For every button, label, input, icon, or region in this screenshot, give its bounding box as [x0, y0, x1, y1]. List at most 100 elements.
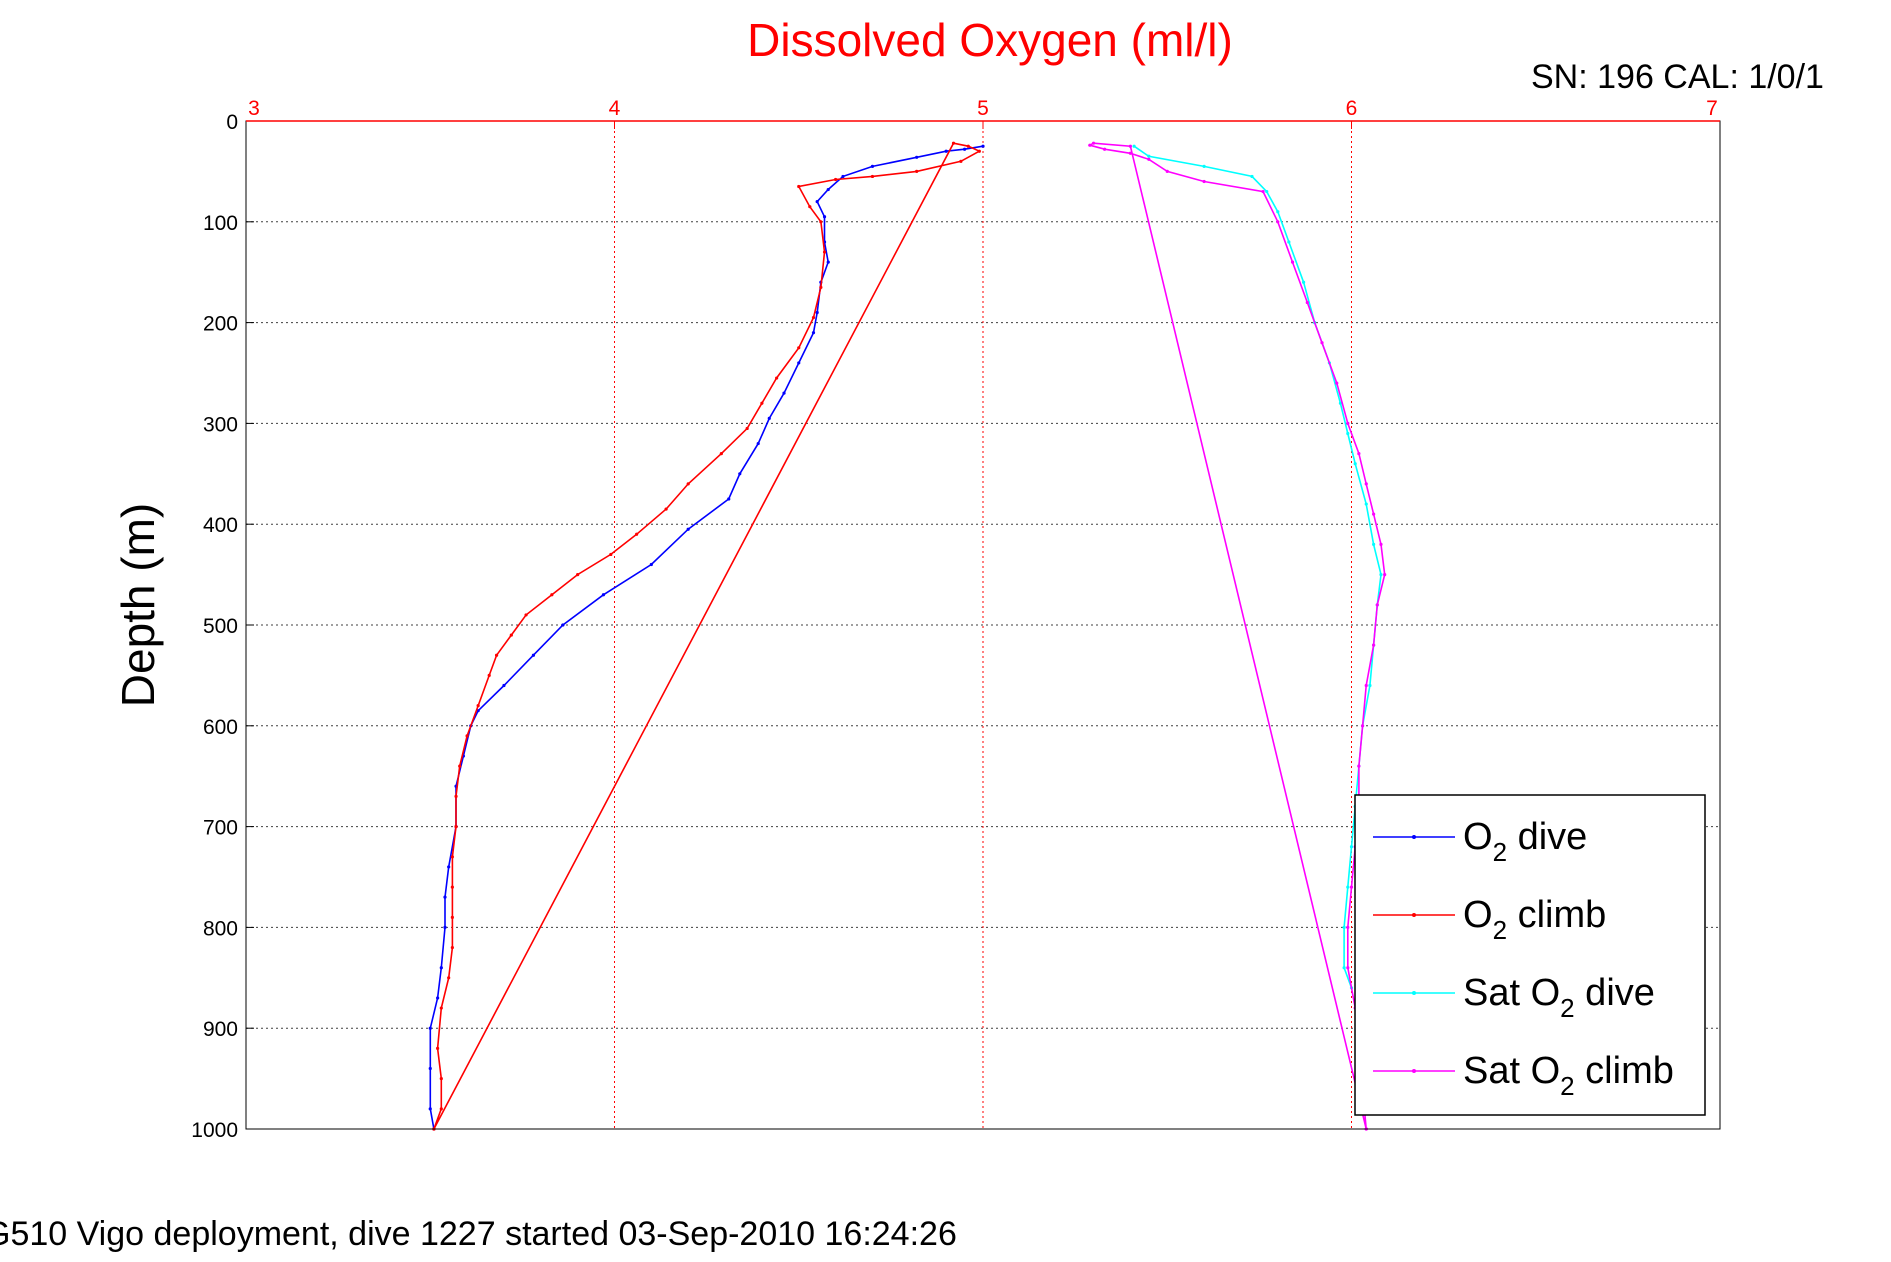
series-layer — [428, 141, 1387, 1131]
data-point-o2-climb — [465, 734, 469, 738]
data-point-sat-o2-climb — [1372, 643, 1376, 647]
data-point-o2-dive — [915, 155, 919, 159]
y-tick-label: 100 — [203, 212, 238, 235]
data-point-o2-dive — [447, 865, 451, 869]
legend-label-o2-climb: O2 climb — [1463, 894, 1606, 945]
data-point-sat-o2-climb — [1360, 724, 1365, 728]
data-point-o2-climb — [458, 764, 462, 768]
legend-label-subscript: 2 — [1493, 837, 1507, 867]
data-point-o2-climb — [447, 976, 451, 980]
data-point-o2-dive — [601, 593, 606, 597]
data-point-o2-dive — [531, 653, 536, 657]
legend-label-main: Sat O — [1463, 1050, 1560, 1092]
data-point-sat-o2-climb — [1375, 603, 1379, 607]
data-point-sat-o2-climb — [1103, 147, 1107, 151]
data-point-o2-climb — [822, 250, 827, 254]
data-point-o2-dive — [944, 149, 948, 153]
data-point-o2-climb — [635, 532, 639, 536]
data-point-o2-climb — [775, 376, 779, 380]
y-tick-label: 300 — [203, 413, 238, 436]
x-tick-label: 4 — [609, 97, 621, 120]
data-point-o2-dive — [962, 147, 967, 151]
data-point-sat-o2-climb — [1147, 157, 1151, 161]
data-point-o2-dive — [822, 215, 827, 219]
legend-label-main: Sat O — [1463, 972, 1560, 1014]
data-point-sat-o2-climb — [1128, 144, 1132, 148]
data-point-sat-o2-climb — [1357, 452, 1361, 456]
y-tick-label: 700 — [203, 817, 238, 840]
grid-layer — [246, 121, 1720, 1129]
data-point-o2-dive — [428, 1026, 432, 1030]
data-point-o2-climb — [576, 573, 580, 577]
x-tick-label: 3 — [248, 97, 260, 120]
data-point-sat-o2-dive — [1346, 885, 1350, 889]
x-tick-label: 7 — [1706, 97, 1718, 120]
data-point-o2-dive — [870, 164, 875, 168]
data-point-sat-o2-climb — [1128, 151, 1132, 155]
data-point-o2-climb — [760, 401, 764, 405]
data-point-o2-climb — [509, 633, 513, 637]
data-point-o2-climb — [450, 855, 454, 859]
y-tick-label: 600 — [203, 716, 238, 739]
legend-marker-sat-o2-dive — [1412, 991, 1416, 995]
data-point-sat-o2-dive — [1342, 925, 1346, 930]
data-point-o2-climb — [915, 169, 919, 173]
legend-box — [1354, 794, 1706, 1116]
data-point-o2-climb — [719, 452, 723, 456]
series-line-o2-climb — [433, 142, 982, 1130]
y-tick-label: 200 — [203, 313, 238, 336]
x-tick-label: 5 — [977, 97, 989, 120]
legend-marker-o2-dive — [1412, 835, 1416, 839]
data-point-o2-climb — [797, 346, 801, 350]
series-line-o2-dive — [429, 145, 984, 1130]
data-point-o2-climb — [439, 1077, 443, 1081]
data-point-o2-dive — [981, 144, 985, 148]
data-point-sat-o2-dive — [1202, 164, 1206, 168]
data-point-o2-dive — [649, 562, 653, 567]
legend-label-main: O — [1463, 816, 1493, 858]
legend-label-sat-o2-dive: Sat O2 dive — [1463, 972, 1655, 1023]
ticks-layer: 0 100 200 300 400 500 600 700 800 900 1000 3 4 5 6 7 — [191, 97, 1721, 1142]
legend-label-sat-o2-climb: Sat O2 climb — [1463, 1050, 1674, 1101]
data-point-sat-o2-climb — [1372, 512, 1376, 516]
data-point-sat-o2-climb — [1320, 341, 1324, 345]
data-point-sat-o2-dive — [1276, 210, 1280, 214]
data-point-sat-o2-climb — [1346, 966, 1350, 970]
legend-label-subscript: 2 — [1493, 915, 1507, 945]
data-point-o2-climb — [808, 205, 812, 209]
series-line-sat-o2-dive — [1133, 145, 1382, 989]
data-point-o2-climb — [450, 915, 454, 919]
data-point-o2-climb — [951, 141, 956, 145]
x-tick-label: 6 — [1346, 97, 1358, 120]
data-point-sat-o2-climb — [1349, 885, 1354, 889]
data-point-o2-climb — [745, 426, 749, 431]
y-tick-label: 800 — [203, 917, 238, 940]
data-point-o2-climb — [436, 1046, 440, 1050]
legend-marker-sat-o2-climb — [1412, 1069, 1416, 1073]
y-tick-label: 1000 — [191, 1119, 238, 1142]
data-point-o2-dive — [815, 200, 819, 204]
data-point-o2-climb — [811, 315, 816, 320]
legend-label-rest: dive — [1507, 816, 1587, 858]
data-point-o2-climb — [870, 174, 875, 179]
data-point-o2-dive — [756, 441, 760, 446]
data-point-o2-dive — [811, 331, 816, 335]
data-point-sat-o2-dive — [1364, 502, 1368, 506]
y-tick-label: 0 — [226, 111, 238, 134]
data-point-sat-o2-climb — [1379, 542, 1383, 546]
data-point-sat-o2-dive — [1349, 845, 1354, 849]
data-point-o2-climb — [609, 552, 613, 557]
data-point-sat-o2-dive — [1379, 573, 1383, 577]
data-point-sat-o2-dive — [1353, 462, 1357, 466]
data-point-sat-o2-dive — [1147, 154, 1151, 158]
legend-label-rest: climb — [1507, 894, 1606, 936]
data-point-o2-dive — [443, 895, 447, 899]
data-point-sat-o2-climb — [1383, 573, 1387, 577]
data-point-sat-o2-climb — [1364, 482, 1368, 486]
data-point-o2-climb — [550, 593, 554, 597]
data-point-sat-o2-climb — [1364, 683, 1368, 688]
data-point-o2-climb — [664, 507, 668, 511]
data-point-o2-dive — [841, 174, 845, 179]
y-axis-label: Depth (m) — [112, 503, 164, 707]
